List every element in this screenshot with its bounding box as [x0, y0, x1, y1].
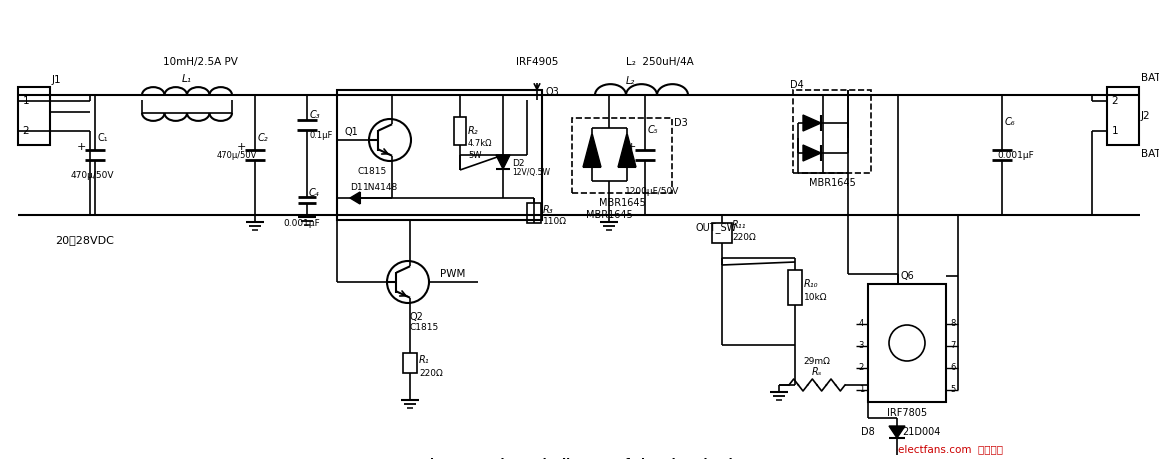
Text: D4: D4 — [790, 80, 803, 90]
Text: 1: 1 — [859, 386, 863, 394]
Bar — [403, 353, 417, 373]
Bar — [337, 90, 542, 220]
Text: C₂: C₂ — [258, 133, 269, 143]
Text: MBR1645: MBR1645 — [599, 198, 646, 208]
Text: R₃: R₃ — [544, 205, 554, 215]
Text: C₁: C₁ — [99, 133, 109, 143]
Text: D2: D2 — [512, 158, 525, 168]
Text: Figure 3  Schematic diagram of charging circuit: Figure 3 Schematic diagram of charging c… — [422, 458, 738, 459]
Text: L₂: L₂ — [626, 76, 635, 86]
Text: R₁₁: R₁₁ — [732, 220, 746, 230]
Bar — [527, 203, 541, 223]
Bar — [1107, 87, 1139, 145]
Text: 21D004: 21D004 — [902, 427, 940, 437]
Text: 10kΩ: 10kΩ — [804, 293, 828, 302]
Text: C₅: C₅ — [648, 125, 658, 135]
Text: 7: 7 — [950, 341, 955, 351]
Text: 20～28VDC: 20～28VDC — [54, 235, 114, 245]
Text: electfans.com  电子烧友: electfans.com 电子烧友 — [897, 444, 1003, 454]
Text: Rₛ: Rₛ — [811, 367, 822, 377]
Text: OUT_SW: OUT_SW — [695, 223, 736, 234]
Text: PWM: PWM — [440, 269, 466, 279]
Text: L₁: L₁ — [182, 74, 192, 84]
Bar — [454, 117, 466, 145]
Text: 0.001μF: 0.001μF — [284, 219, 320, 229]
Text: 10mH/2.5A PV: 10mH/2.5A PV — [162, 57, 238, 67]
Text: +: + — [626, 142, 635, 152]
Text: L₂  250uH/4A: L₂ 250uH/4A — [626, 57, 694, 67]
Text: 1200μF/50V: 1200μF/50V — [625, 187, 679, 196]
Text: Q1: Q1 — [344, 127, 358, 137]
Text: J1: J1 — [52, 75, 61, 85]
Text: D8: D8 — [861, 427, 875, 437]
Text: R₂: R₂ — [468, 126, 479, 136]
Text: 4.7kΩ: 4.7kΩ — [468, 139, 493, 147]
Polygon shape — [496, 155, 510, 169]
Text: +: + — [236, 142, 246, 152]
Text: 470μ/50V: 470μ/50V — [217, 151, 257, 159]
Text: 2: 2 — [1111, 96, 1118, 106]
Bar — [788, 270, 802, 305]
Text: Q3: Q3 — [545, 87, 559, 97]
Bar — [793, 90, 872, 173]
Text: 8: 8 — [950, 319, 955, 329]
Text: 29mΩ: 29mΩ — [803, 357, 831, 365]
Text: Q6: Q6 — [901, 271, 914, 281]
Bar — [573, 118, 672, 193]
Text: 2: 2 — [859, 364, 863, 373]
Bar — [19, 87, 50, 145]
Text: R₁: R₁ — [420, 355, 430, 365]
Text: C₄: C₄ — [309, 188, 320, 198]
Text: D3: D3 — [675, 118, 687, 128]
Bar — [712, 223, 732, 243]
Text: IRF4905: IRF4905 — [516, 57, 559, 67]
Text: 3: 3 — [859, 341, 863, 351]
Polygon shape — [889, 426, 905, 438]
Polygon shape — [618, 133, 636, 167]
Text: 220Ω: 220Ω — [420, 369, 443, 377]
Text: R₁₀: R₁₀ — [804, 279, 818, 289]
Polygon shape — [350, 192, 360, 204]
Text: 220Ω: 220Ω — [732, 234, 756, 242]
Text: 2: 2 — [23, 126, 29, 136]
Text: 6: 6 — [950, 364, 955, 373]
Text: C1815: C1815 — [410, 324, 439, 332]
Text: BAT-: BAT- — [1140, 149, 1159, 159]
Text: 5W: 5W — [468, 151, 481, 159]
Text: 5: 5 — [950, 386, 955, 394]
Text: BAT+: BAT+ — [1140, 73, 1159, 83]
Text: 1: 1 — [1111, 126, 1118, 136]
Text: 1: 1 — [23, 96, 29, 106]
Text: MBR1645: MBR1645 — [585, 210, 633, 220]
Text: D1: D1 — [350, 184, 363, 192]
Text: 1N4148: 1N4148 — [363, 184, 399, 192]
Polygon shape — [803, 145, 821, 161]
Text: 0.1μF: 0.1μF — [309, 130, 334, 140]
Text: 470μ/50V: 470μ/50V — [71, 170, 114, 179]
Polygon shape — [583, 133, 602, 167]
Bar — [868, 284, 946, 402]
Text: 0.001μF: 0.001μF — [997, 151, 1034, 159]
Text: 12V/Q.5W: 12V/Q.5W — [512, 168, 551, 178]
Text: Q2: Q2 — [410, 312, 424, 322]
Text: MBR1645: MBR1645 — [809, 178, 855, 188]
Polygon shape — [803, 115, 821, 131]
Text: +: + — [76, 142, 86, 152]
Text: J2: J2 — [1140, 111, 1151, 121]
Text: 110Ω: 110Ω — [544, 218, 567, 226]
Text: C₃: C₃ — [309, 110, 321, 120]
Text: 4: 4 — [859, 319, 863, 329]
Text: C₆: C₆ — [1005, 117, 1015, 127]
Text: IRF7805: IRF7805 — [887, 408, 927, 418]
Text: C1815: C1815 — [357, 168, 387, 177]
